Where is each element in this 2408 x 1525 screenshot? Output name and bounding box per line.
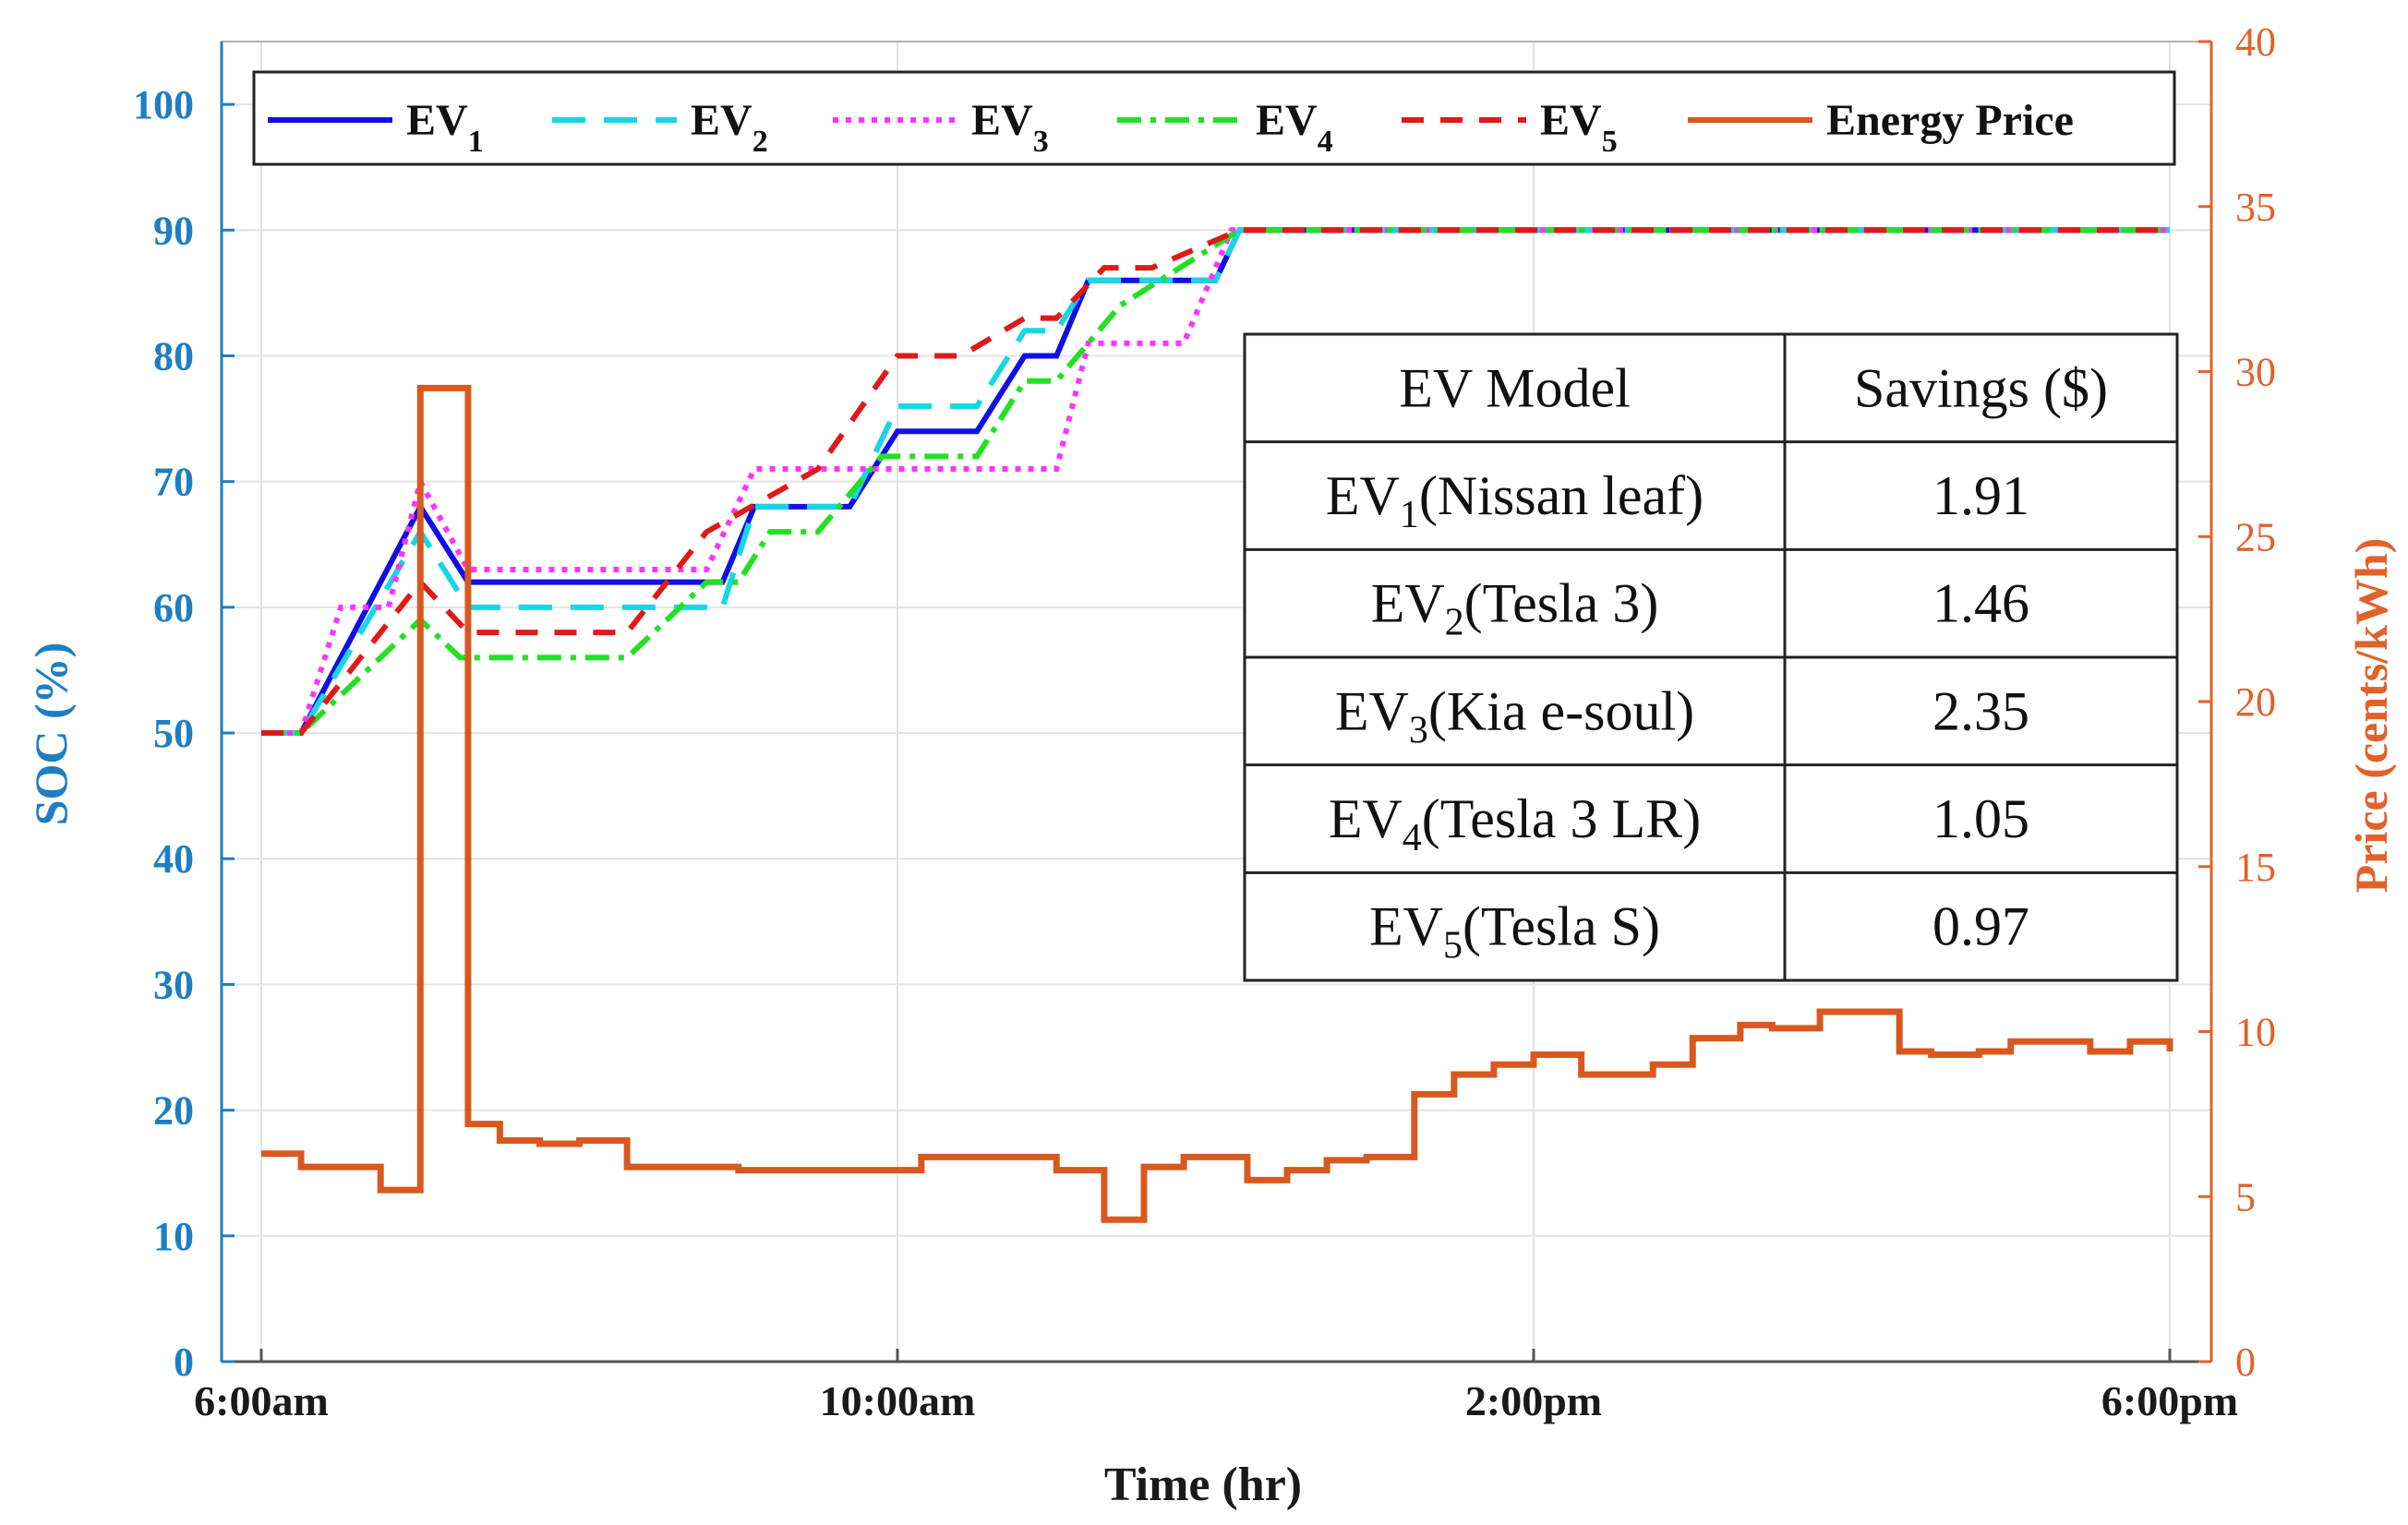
axis-labels: Time (hr) SOC (%) Price (cents/kWh) — [25, 538, 2397, 1511]
table-ev-subscript: 4 — [1403, 817, 1422, 859]
series-line-ev4 — [261, 227, 2170, 737]
table-cell-savings: 1.46 — [1932, 573, 2029, 634]
table-cell-ev-model: EV4(Tesla 3 LR) — [1329, 788, 1701, 859]
table-ev-model-name: (Tesla S) — [1463, 896, 1660, 957]
table-ev-subscript: 5 — [1443, 925, 1463, 967]
table-ev-model-name: (Tesla 3) — [1464, 573, 1659, 634]
table-ev-model-name: (Kia e-soul) — [1428, 680, 1694, 741]
y-left-tick-label: 70 — [153, 460, 194, 505]
y-right-tick-label: 40 — [2235, 19, 2276, 65]
table-ev-name: EV — [1335, 680, 1409, 741]
table-cell-ev-model: EV2(Tesla 3) — [1371, 573, 1659, 644]
y-left-tick-label: 90 — [153, 208, 194, 253]
table-ev-subscript: 1 — [1400, 494, 1419, 536]
legend-entry-subscript: 2 — [752, 125, 768, 159]
series-line-ev5 — [261, 227, 2170, 737]
series-line-ev1 — [261, 227, 2170, 737]
y-right-tick-label: 5 — [2235, 1174, 2256, 1219]
table-cell-ev-model: EV5(Tesla S) — [1369, 896, 1660, 967]
table-cell-savings: 0.97 — [1932, 896, 2029, 957]
x-tick-label: 6:00am — [194, 1377, 329, 1424]
legend-entry-name: EV — [971, 96, 1033, 145]
legend-entry-name: EV — [406, 96, 468, 145]
legend-entry: EV4 — [1256, 96, 1333, 159]
legend-entry: EV3 — [971, 96, 1049, 159]
y-right-tick-label: 0 — [2235, 1339, 2256, 1385]
table-ev-subscript: 2 — [1445, 602, 1464, 644]
legend-entry-name: EV — [1256, 96, 1318, 145]
legend: EV1 EV2 EV3 EV4 EV5 Energy Price — [252, 70, 2176, 166]
y-left-tick-label: 30 — [153, 962, 194, 1007]
table-header-cell: Savings ($) — [1854, 357, 2108, 418]
y-left-tick-label: 80 — [153, 333, 194, 378]
y-left-tick-label: 100 — [133, 82, 194, 127]
x-tick-label: 10:00am — [820, 1377, 976, 1424]
legend-entry-subscript: 3 — [1033, 125, 1049, 159]
legend-entry-name: EV — [1540, 96, 1602, 145]
table-ev-name: EV — [1326, 465, 1400, 526]
table-ev-name: EV — [1329, 788, 1403, 849]
legend-entry-subscript: 4 — [1318, 125, 1333, 159]
legend-entry: EV5 — [1540, 96, 1618, 159]
series-line-ev2 — [261, 227, 2170, 737]
savings-table: EV Model Savings ($)EV1(Nissan leaf) 1.91E… — [1243, 332, 2179, 982]
series-layer — [261, 227, 2173, 1223]
table-ev-name: EV — [1369, 896, 1443, 957]
y-left-tick-label: 60 — [153, 585, 194, 630]
y-right-tick-label: 25 — [2235, 514, 2276, 559]
y-left-tick-label: 50 — [153, 711, 194, 756]
y-axis-right-label: Price (cents/kWh) — [2345, 538, 2397, 894]
y-left-tick-label: 10 — [153, 1214, 194, 1259]
table-ev-name: EV — [1371, 573, 1445, 634]
legend-entry: EV1 — [406, 96, 484, 159]
y-right-tick-label: 35 — [2235, 185, 2276, 230]
legend-entry-name: Energy Price — [1826, 96, 2074, 145]
table-cell-savings: 2.35 — [1932, 680, 2029, 741]
ticks: 010203040506070809010005101520253035406:… — [133, 19, 2276, 1424]
table-ev-model-name: (Nissan leaf) — [1419, 465, 1704, 526]
legend-entry: EV2 — [691, 96, 768, 159]
table-cell-savings: 1.91 — [1932, 465, 2029, 526]
legend-entry-subscript: 1 — [468, 125, 484, 159]
table-cell-ev-model: EV1(Nissan leaf) — [1326, 465, 1704, 536]
y-right-tick-label: 15 — [2235, 845, 2276, 890]
y-right-tick-label: 10 — [2235, 1010, 2276, 1055]
y-axis-left-label: SOC (%) — [25, 642, 77, 826]
table-ev-subscript: 3 — [1409, 709, 1428, 751]
x-axis-label: Time (hr) — [1104, 1459, 1302, 1511]
legend-entry-name: EV — [691, 96, 752, 145]
y-left-tick-label: 20 — [153, 1088, 194, 1134]
x-tick-label: 2:00pm — [1465, 1377, 1602, 1424]
y-left-tick-label: 40 — [153, 836, 194, 882]
table-cell-ev-model: EV3(Kia e-soul) — [1335, 680, 1694, 751]
table-ev-model-name: (Tesla 3 LR) — [1422, 788, 1701, 849]
x-tick-label: 6:00pm — [2101, 1377, 2238, 1424]
series-line-ev3 — [261, 227, 2170, 737]
y-right-tick-label: 30 — [2235, 350, 2276, 395]
y-left-tick-label: 0 — [174, 1339, 194, 1385]
y-right-tick-label: 20 — [2235, 679, 2276, 725]
table-cell-savings: 1.05 — [1932, 788, 2029, 849]
table-header-cell: EV Model — [1399, 357, 1631, 418]
series-line-energy-price — [261, 384, 2173, 1223]
legend-entry-subscript: 5 — [1602, 125, 1618, 159]
legend-entry: Energy Price — [1826, 96, 2074, 145]
